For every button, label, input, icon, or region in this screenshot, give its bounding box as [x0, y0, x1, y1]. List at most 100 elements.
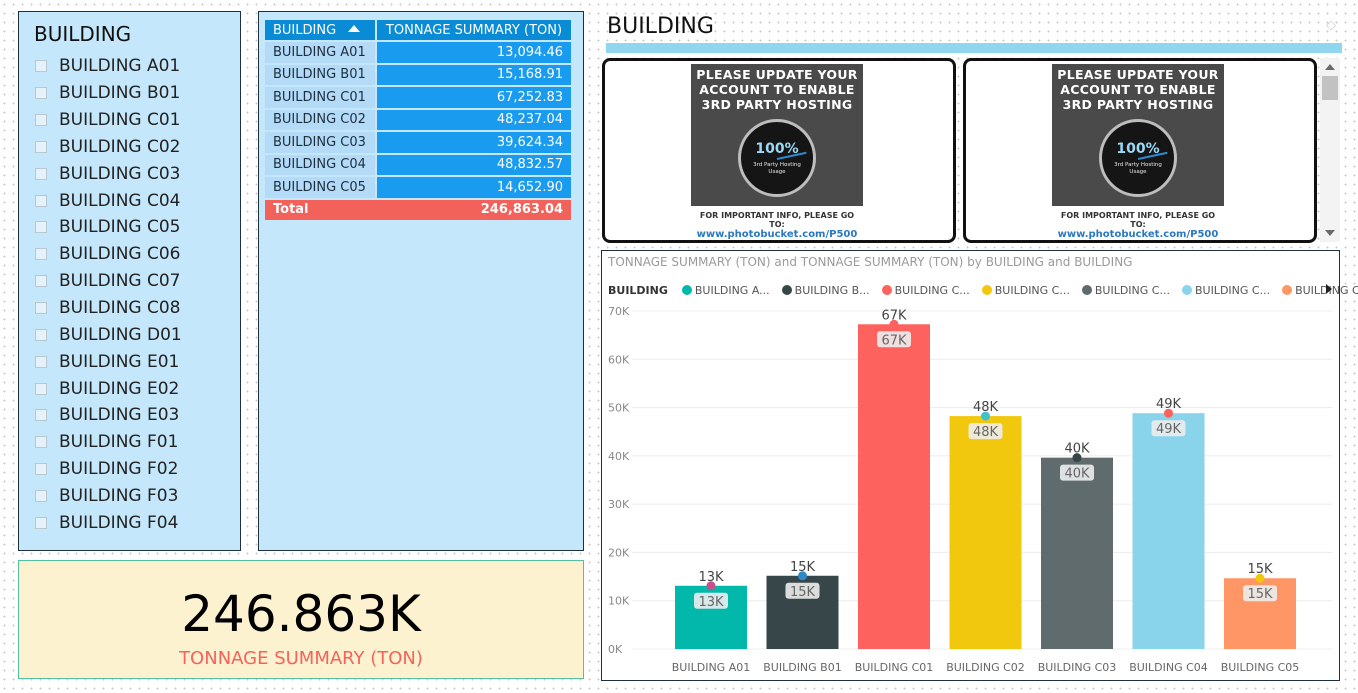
legend-label: BUILDING B... [794, 283, 870, 297]
y-tick-label: 50K [608, 402, 630, 415]
slicer-item[interactable]: BUILDING B01 [33, 80, 182, 107]
slicer-item-label: BUILDING F03 [59, 485, 179, 506]
slicer-item[interactable]: BUILDING C02 [33, 134, 182, 161]
slicer-list: BUILDING A01 BUILDING B01 BUILDING C01 BUIL… [33, 53, 182, 536]
table-row[interactable]: BUILDING A01 13,094.46 [265, 42, 571, 63]
footer-info-text: FOR IMPORTANT INFO, PLEASE GO TO: [1060, 211, 1216, 229]
slicer-checkbox[interactable] [35, 302, 47, 315]
x-tick-label: BUILDING A01 [672, 661, 750, 674]
slicer-checkbox[interactable] [35, 140, 47, 153]
slicer-checkbox[interactable] [35, 194, 47, 207]
placeholder-text: PLEASE UPDATE YOUR ACCOUNT TO ENABLE 3RD… [696, 67, 858, 112]
slicer-item[interactable]: BUILDING D01 [33, 321, 182, 348]
slicer-checkbox[interactable] [35, 355, 47, 368]
legend-item[interactable]: BUILDING C... [881, 284, 970, 297]
column-header-tonnage[interactable]: TONNAGE SUMMARY (TON) [374, 20, 571, 40]
column-header-building[interactable]: BUILDING [265, 20, 375, 40]
table-row[interactable]: BUILDING C01 67,252.83 [265, 87, 571, 108]
chart-bar[interactable] [858, 324, 930, 649]
slicer-checkbox[interactable] [35, 221, 47, 234]
building-cell: BUILDING C02 [265, 109, 375, 130]
slicer-item[interactable]: BUILDING C04 [33, 187, 182, 214]
scroll-up-arrow-icon[interactable] [1325, 64, 1335, 70]
x-tick-label: BUILDING B01 [763, 661, 841, 674]
data-label-line: 49K [1156, 397, 1182, 412]
legend-item[interactable]: BUILDING A... [681, 284, 770, 297]
chart-bar[interactable] [1132, 413, 1205, 649]
table-row[interactable]: BUILDING C03 39,624.34 [265, 132, 571, 153]
scroll-thumb[interactable] [1322, 76, 1338, 100]
data-label-bar: 40K [1064, 467, 1090, 482]
slicer-checkbox[interactable] [35, 489, 47, 502]
total-value: 246,863.04 [374, 199, 571, 220]
slicer-item-label: BUILDING D01 [59, 324, 182, 345]
slicer-checkbox[interactable] [35, 328, 47, 341]
image-tile[interactable]: PLEASE UPDATE YOUR ACCOUNT TO ENABLE 3RD… [963, 58, 1317, 243]
line-marker [981, 411, 990, 421]
pin-icon[interactable]: ◇ [1326, 18, 1336, 33]
tonnage-table-panel: BUILDING TONNAGE SUMMARY (TON) BUILDING … [258, 11, 584, 551]
slicer-item[interactable]: BUILDING C08 [33, 295, 182, 322]
building-cell: BUILDING C04 [265, 154, 375, 175]
slicer-item[interactable]: BUILDING C05 [33, 214, 182, 241]
slicer-checkbox[interactable] [35, 382, 47, 395]
table-total-row: Total 246,863.04 [265, 199, 571, 220]
data-label-bg [968, 423, 1003, 440]
chart-bar[interactable] [949, 416, 1022, 649]
tonnage-bar-chart: TONNAGE SUMMARY (TON) and TONNAGE SUMMAR… [601, 250, 1358, 681]
legend-marker [681, 285, 692, 295]
chart-bar[interactable] [1041, 457, 1113, 649]
image-tile[interactable]: PLEASE UPDATE YOUR ACCOUNT TO ENABLE 3RD… [602, 58, 956, 243]
legend-label: BUILDING C... [1094, 283, 1170, 297]
slicer-checkbox[interactable] [35, 463, 47, 476]
legend-item[interactable]: BUILDING B... [781, 283, 870, 297]
table-row[interactable]: BUILDING B01 15,168.91 [265, 64, 571, 85]
footer-link-text: www.photobucket.com/P500 [696, 229, 858, 240]
slicer-item[interactable]: BUILDING F04 [33, 509, 182, 536]
slicer-item[interactable]: BUILDING C07 [33, 268, 182, 295]
slicer-item[interactable]: BUILDING F02 [33, 456, 182, 483]
y-tick-label: 0K [608, 643, 623, 656]
chart-title: TONNAGE SUMMARY (TON) and TONNAGE SUMMAR… [608, 255, 1133, 269]
tonnage-cell: 14,652.90 [374, 177, 571, 198]
slicer-checkbox[interactable] [35, 60, 47, 73]
slicer-item[interactable]: BUILDING C01 [33, 107, 182, 134]
slicer-item[interactable]: BUILDING E03 [33, 402, 182, 429]
slicer-item[interactable]: BUILDING E01 [33, 348, 182, 375]
slicer-checkbox[interactable] [35, 114, 47, 127]
scroll-down-arrow-icon[interactable] [1325, 230, 1335, 236]
slicer-checkbox[interactable] [35, 167, 47, 180]
legend-item[interactable]: BUILDING C... [1081, 283, 1170, 297]
slicer-checkbox[interactable] [35, 409, 47, 422]
data-label-line: 13K [698, 570, 724, 585]
data-label-bar: 67K [881, 333, 907, 348]
y-tick-label: 20K [608, 546, 630, 559]
table-row[interactable]: BUILDING C02 48,237.04 [265, 109, 571, 130]
slicer-item-label: BUILDING F04 [59, 512, 179, 533]
sort-ascending-icon [348, 24, 361, 32]
slicer-item[interactable]: BUILDING F03 [33, 483, 182, 510]
slicer-item-label: BUILDING B01 [59, 83, 181, 104]
line-marker [706, 581, 716, 591]
slicer-checkbox[interactable] [35, 87, 47, 100]
slicer-item[interactable]: BUILDING A01 [33, 53, 182, 80]
slicer-checkbox[interactable] [35, 248, 47, 261]
footer-link-text: www.photobucket.com/P500 [1057, 229, 1219, 240]
table-row[interactable]: BUILDING C05 14,652.90 [265, 177, 571, 198]
slicer-checkbox[interactable] [35, 516, 47, 529]
legend-item[interactable]: BUILDING C... [1181, 284, 1270, 297]
slicer-item[interactable]: BUILDING E02 [33, 375, 182, 402]
slicer-checkbox[interactable] [35, 436, 47, 449]
slicer-item[interactable]: BUILDING C06 [33, 241, 182, 268]
tonnage-table: BUILDING TONNAGE SUMMARY (TON) BUILDING … [265, 18, 571, 222]
legend-item[interactable]: BUILDING C... [981, 284, 1070, 297]
placeholder-footer: FOR IMPORTANT INFO, PLEASE GO TO: www.pho… [691, 206, 863, 240]
image-scrollbar[interactable] [1320, 58, 1340, 242]
slicer-item[interactable]: BUILDING C03 [33, 160, 182, 187]
slicer-item[interactable]: BUILDING F01 [33, 429, 182, 456]
y-tick-label: 10K [608, 595, 630, 608]
legend-next-arrow-icon[interactable] [1326, 284, 1332, 294]
slicer-checkbox[interactable] [35, 275, 47, 288]
legend-marker [981, 285, 992, 295]
table-row[interactable]: BUILDING C04 48,832.57 [265, 154, 571, 175]
